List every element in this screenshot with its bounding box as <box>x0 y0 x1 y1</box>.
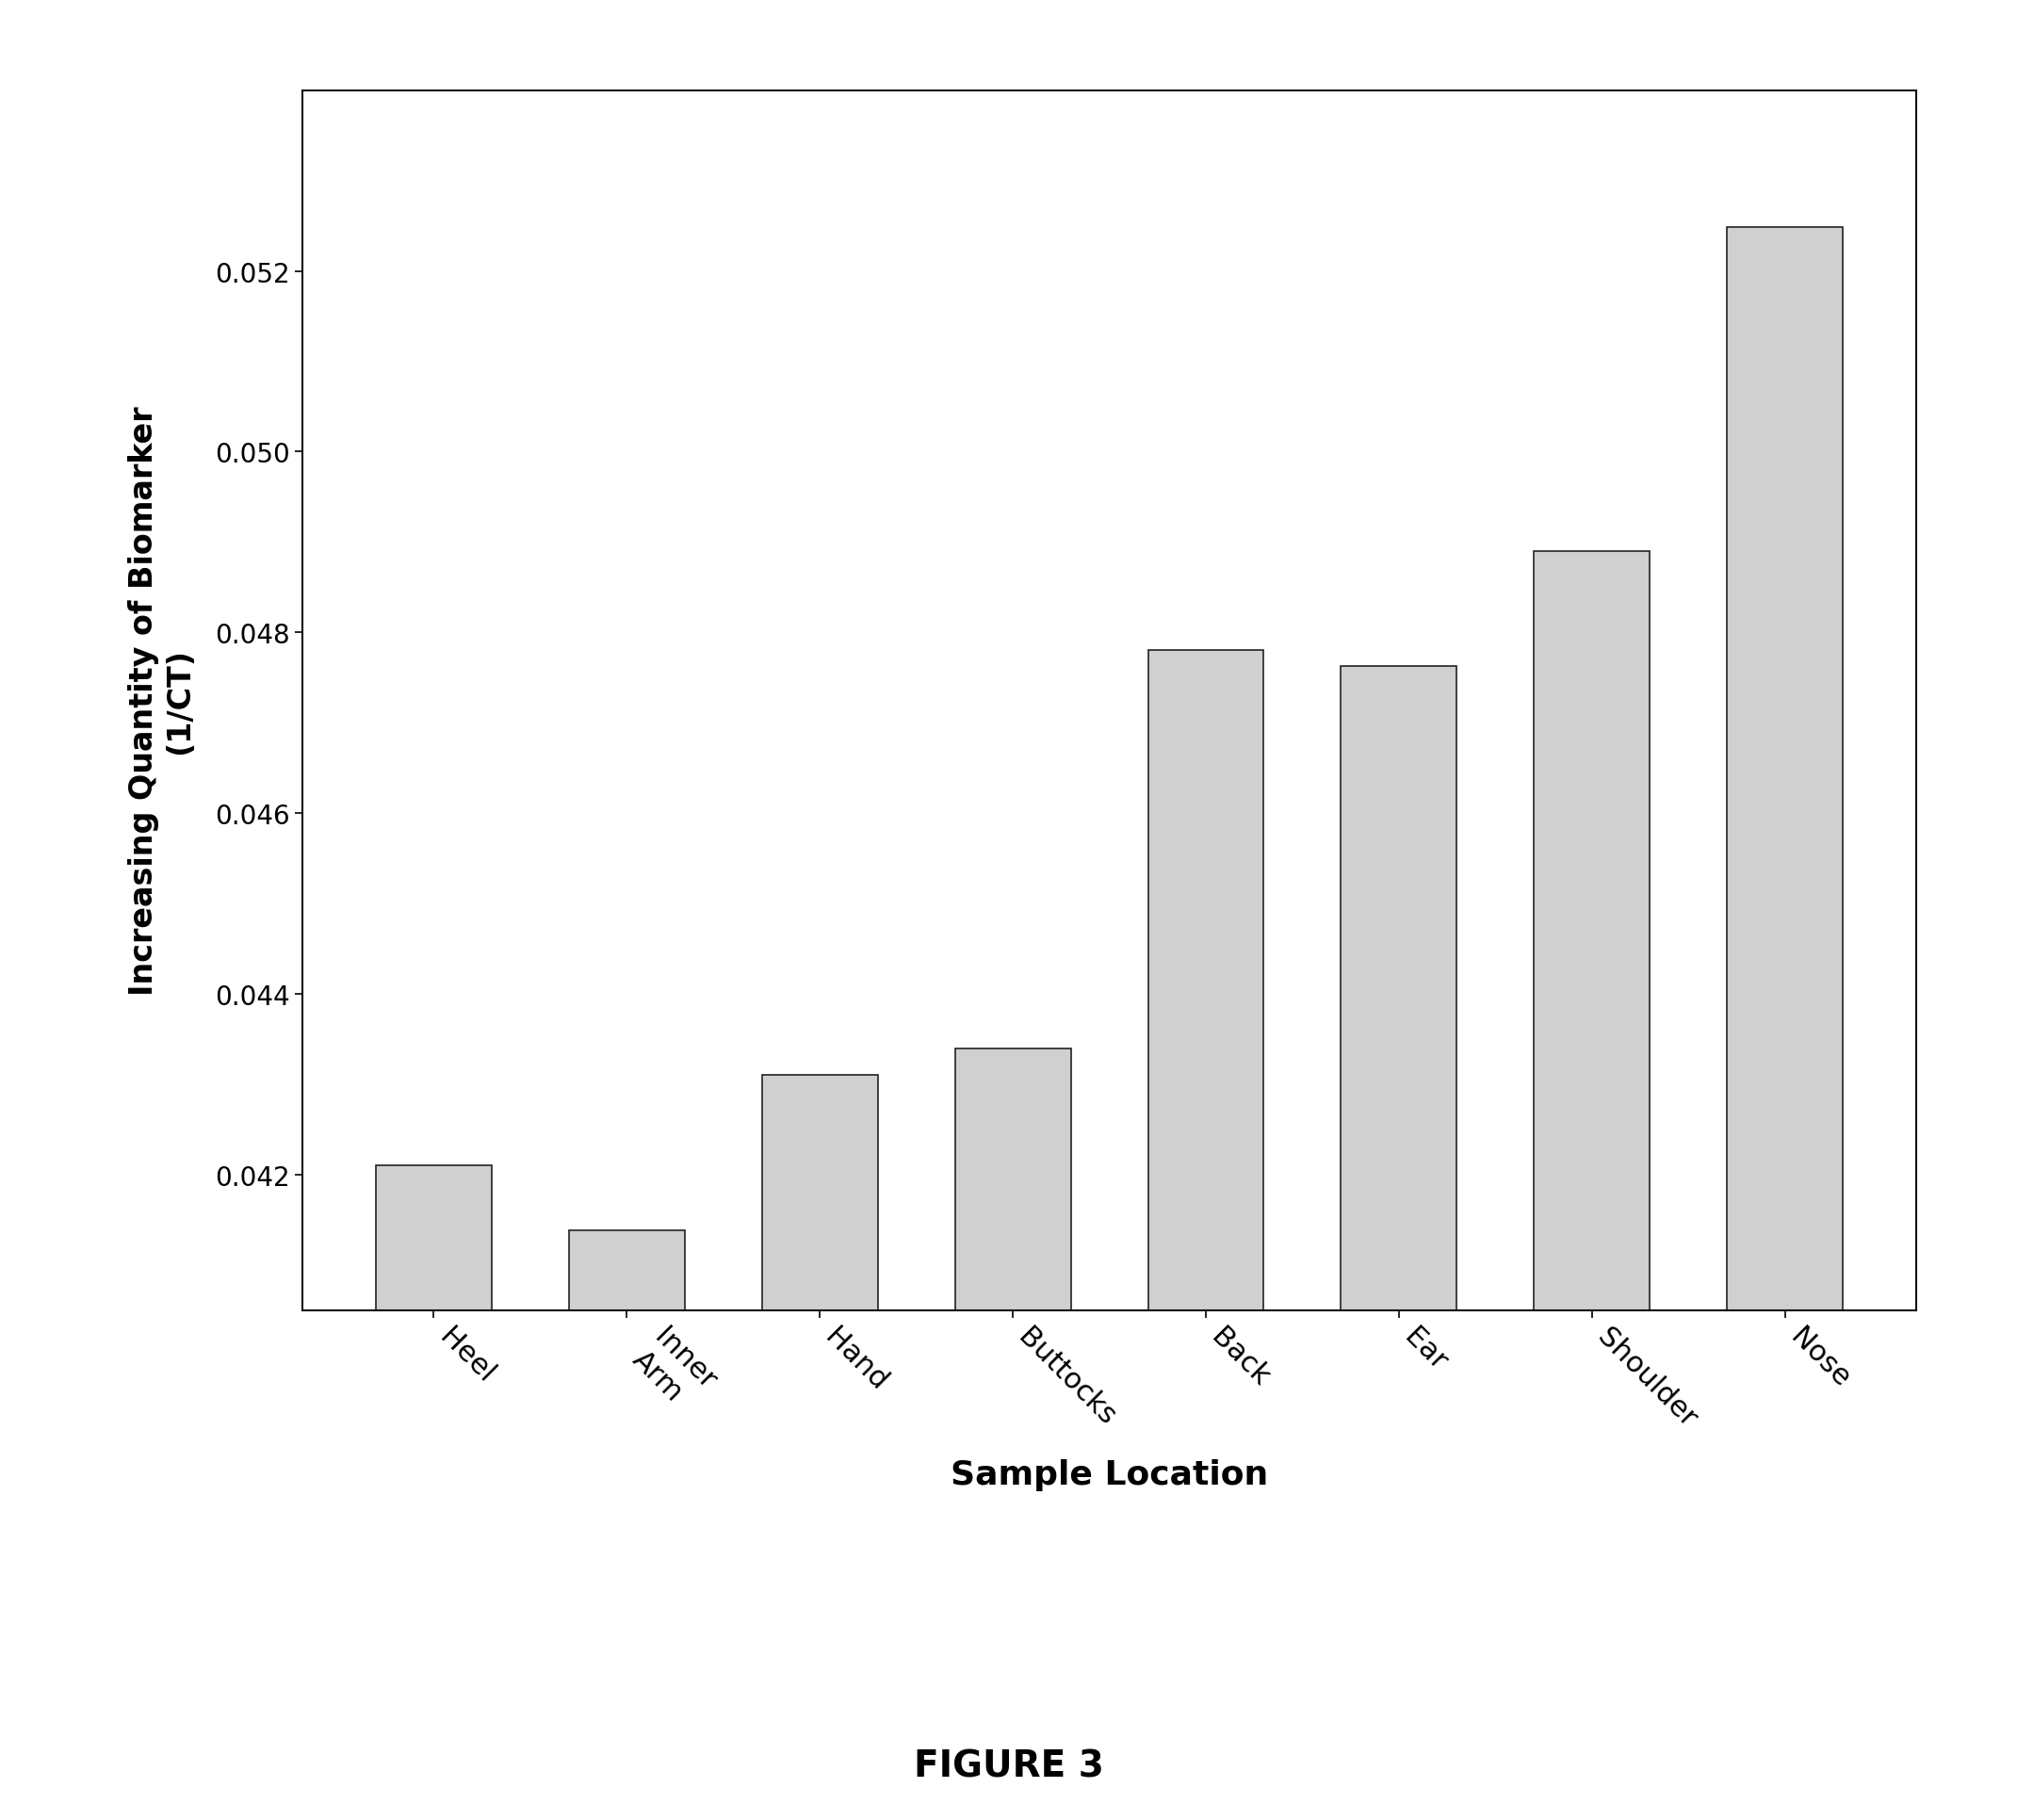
Bar <box>1148 652 1265 1820</box>
Text: FIGURE 3: FIGURE 3 <box>914 1747 1103 1784</box>
Bar <box>375 1167 492 1820</box>
Bar <box>1535 551 1650 1820</box>
Bar <box>569 1230 684 1820</box>
X-axis label: Sample Location: Sample Location <box>950 1458 1269 1491</box>
Bar <box>954 1048 1071 1820</box>
Bar <box>762 1076 877 1820</box>
Y-axis label: Increasing Quantity of Biomarker
(1/CT): Increasing Quantity of Biomarker (1/CT) <box>129 406 196 996</box>
Bar <box>1341 666 1456 1820</box>
Bar <box>1727 228 1844 1820</box>
